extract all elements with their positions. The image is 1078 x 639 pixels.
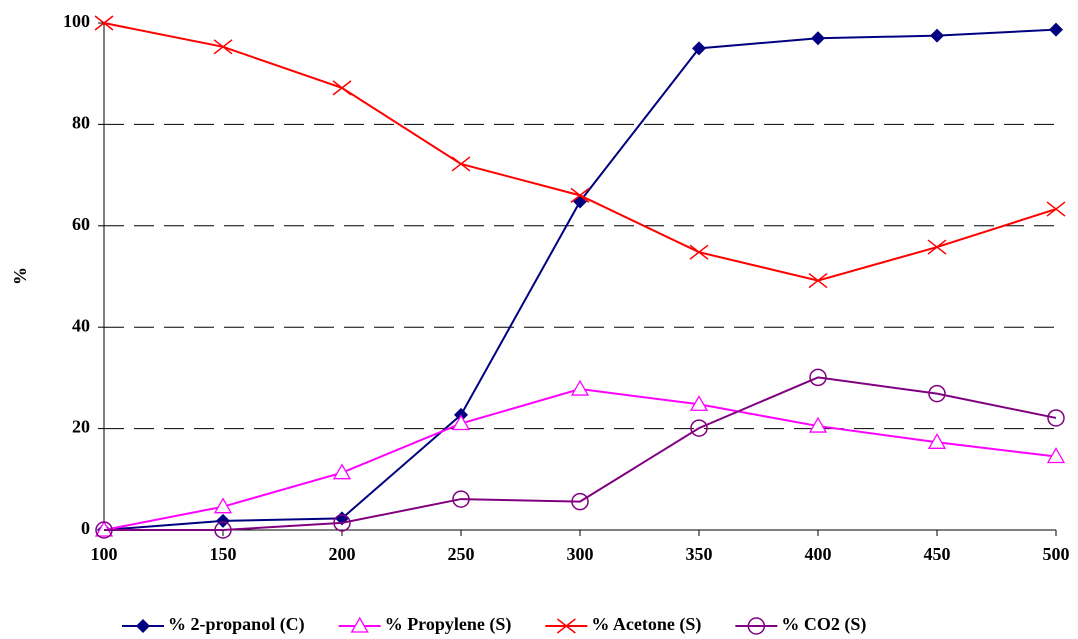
marker bbox=[214, 521, 232, 539]
marker bbox=[213, 497, 233, 514]
marker bbox=[1046, 447, 1066, 464]
legend-label: % 2-propanol (C) bbox=[168, 614, 305, 635]
legend-marker bbox=[350, 616, 369, 633]
marker bbox=[451, 156, 471, 172]
x-tick-label: 100 bbox=[91, 544, 118, 564]
y-tick-label: 60 bbox=[72, 214, 90, 234]
legend-label: % CO2 (S) bbox=[781, 614, 866, 635]
x-tick-label: 200 bbox=[329, 544, 356, 564]
y-tick-label: 100 bbox=[63, 11, 90, 31]
x-tick-label: 500 bbox=[1043, 544, 1070, 564]
marker bbox=[1049, 22, 1063, 37]
marker bbox=[571, 492, 589, 511]
marker bbox=[570, 379, 590, 396]
marker bbox=[332, 80, 352, 96]
marker bbox=[95, 521, 113, 539]
marker bbox=[930, 28, 944, 43]
y-tick-label: 80 bbox=[72, 113, 90, 133]
marker bbox=[808, 272, 828, 289]
marker bbox=[570, 187, 590, 203]
marker bbox=[451, 414, 471, 431]
marker bbox=[452, 490, 470, 508]
legend-label: % Acetone (S) bbox=[591, 614, 701, 635]
x-tick-label: 300 bbox=[567, 544, 594, 564]
y-axis-label: % bbox=[10, 267, 30, 285]
marker bbox=[689, 394, 709, 411]
marker bbox=[213, 39, 233, 55]
marker bbox=[811, 31, 825, 46]
x-tick-label: 450 bbox=[924, 544, 951, 564]
marker bbox=[1046, 201, 1066, 217]
x-tick-label: 350 bbox=[686, 544, 713, 564]
legend-marker bbox=[136, 619, 150, 633]
marker bbox=[809, 368, 827, 387]
marker bbox=[927, 432, 947, 449]
series-line bbox=[104, 376, 1057, 531]
marker bbox=[808, 416, 828, 433]
legend-marker bbox=[556, 618, 576, 634]
marker bbox=[216, 513, 230, 528]
y-tick-label: 40 bbox=[72, 315, 90, 335]
y-tick-label: 20 bbox=[72, 417, 90, 437]
marker bbox=[690, 419, 708, 437]
marker bbox=[94, 15, 114, 31]
x-tick-label: 150 bbox=[210, 544, 237, 564]
marker bbox=[927, 239, 947, 255]
marker bbox=[692, 41, 706, 56]
marker bbox=[1047, 409, 1065, 427]
series-line bbox=[103, 22, 1057, 282]
marker bbox=[332, 463, 352, 480]
marker bbox=[333, 514, 351, 532]
series-line bbox=[103, 28, 1057, 531]
marker bbox=[928, 384, 946, 403]
legend-marker bbox=[747, 617, 766, 635]
marker bbox=[689, 244, 709, 260]
x-tick-label: 250 bbox=[448, 544, 475, 564]
legend-label: % Propylene (S) bbox=[385, 614, 512, 635]
x-tick-label: 400 bbox=[805, 544, 832, 564]
y-tick-label: 0 bbox=[81, 518, 90, 538]
